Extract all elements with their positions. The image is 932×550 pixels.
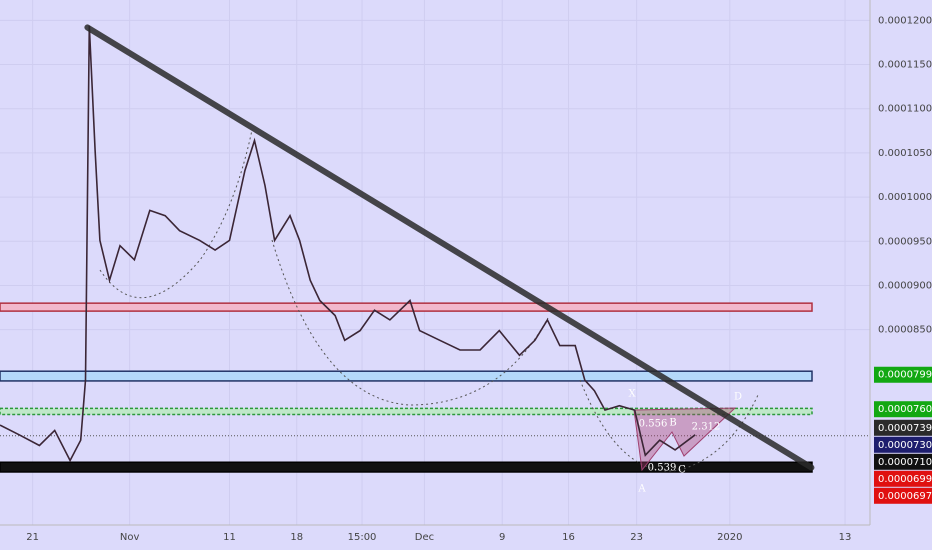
price-tag-label: 0.0000760: [878, 404, 932, 415]
y-tick-label: 0.0000850: [878, 325, 932, 336]
price-tag-label: 0.0000697: [878, 491, 932, 502]
zone: [0, 407, 813, 416]
x-tick-label: Dec: [415, 532, 434, 543]
price-tag-label: 0.0000699: [878, 474, 932, 485]
x-tick-label: 11: [223, 532, 236, 543]
plot-layer: [0, 0, 870, 525]
zone: [0, 302, 813, 312]
x-tick-label: 9: [499, 532, 505, 543]
price-tag-label: 0.0000730: [878, 440, 932, 451]
pattern-label: B: [669, 418, 676, 429]
price-line: [0, 25, 696, 463]
x-tick-label: 16: [562, 532, 575, 543]
trendline: [84, 24, 815, 471]
pattern-label: 2.312: [692, 422, 721, 433]
price-tag: [874, 366, 932, 383]
arc: [99, 129, 253, 298]
price-tag-label: 0.0000739: [878, 423, 932, 434]
x-tick-label: 2020: [717, 532, 742, 543]
y-tick-label: 0.0000950: [878, 236, 932, 247]
pattern-label: X: [628, 389, 636, 400]
x-tick-label: 13: [839, 532, 852, 543]
x-tick-label: 15:00: [348, 532, 377, 543]
price-tag: [874, 419, 932, 436]
price-tag-label: 0.0000710: [878, 457, 932, 468]
price-tag: [874, 401, 932, 418]
price-tag-label: 0.0000799: [878, 370, 932, 381]
pattern-label: C: [678, 465, 686, 476]
zone: [0, 461, 813, 473]
pattern-label: 0.556: [639, 419, 668, 430]
x-tick-label: 21: [26, 532, 39, 543]
y-tick-label: 0.0001000: [878, 192, 932, 203]
y-tick-label: 0.0001100: [878, 104, 932, 115]
zone: [0, 370, 813, 382]
price-tag: [874, 453, 932, 470]
arc: [579, 379, 759, 472]
pattern-label: A: [637, 484, 646, 495]
price-tag: [874, 470, 932, 487]
arc: [271, 239, 549, 406]
price-tag: [874, 487, 932, 504]
y-tick-label: 0.0001050: [878, 148, 932, 159]
y-tick-label: 0.0000900: [878, 280, 932, 291]
pattern-label: 0.539: [648, 463, 677, 474]
y-tick-label: 0.0001200: [878, 15, 932, 26]
y-tick-label: 0.0001150: [878, 60, 932, 71]
x-tick-label: Nov: [120, 532, 140, 543]
x-tick-label: 18: [290, 532, 303, 543]
x-tick-label: 23: [630, 532, 643, 543]
price-tag: [874, 436, 932, 453]
pattern-label: D: [734, 392, 742, 403]
